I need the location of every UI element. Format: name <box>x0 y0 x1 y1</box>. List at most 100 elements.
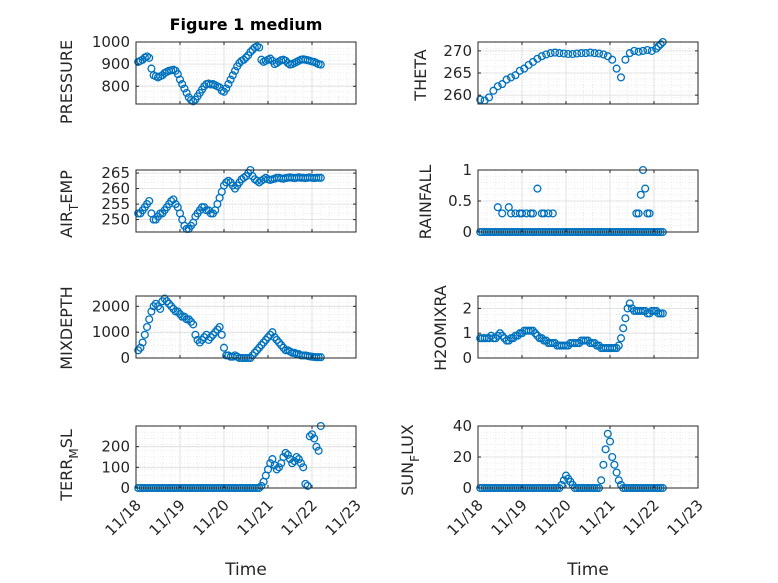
data-point-h2omixra <box>498 331 507 340</box>
data-point-theta <box>498 80 507 89</box>
x-axis-label-left: Time <box>224 560 267 580</box>
data-point-theta <box>537 52 546 61</box>
data-point-theta <box>502 75 511 84</box>
data-point-theta <box>581 49 590 58</box>
axes-sun-flux: SUNFLUX <box>398 424 422 496</box>
data-point-pressure <box>255 43 264 52</box>
axes-pressure: PRESSURE <box>57 40 76 124</box>
data-point-theta <box>590 49 599 58</box>
data-point-rainfall <box>548 209 557 218</box>
data-point-mixdepth <box>268 328 277 337</box>
data-point-h2omixra <box>621 314 630 323</box>
data-point-sun_flux <box>612 468 621 477</box>
data-point-mixdepth <box>189 320 198 329</box>
y-tick-label: 800 <box>101 77 130 95</box>
data-point-h2omixra <box>493 331 502 340</box>
data-point-theta <box>577 49 586 58</box>
data-point-theta <box>568 49 577 59</box>
axes-mixdepth: MIXDEPTH <box>57 286 76 369</box>
data-point-theta <box>506 73 516 82</box>
data-point-h2omixra <box>612 344 621 353</box>
data-point-theta <box>586 48 595 57</box>
data-point-terr_msl <box>292 452 301 462</box>
axes-frame-terr_msl <box>135 425 357 489</box>
data-point-sun_flux <box>597 476 606 485</box>
x-tick-label: 11/23 <box>664 496 707 539</box>
data-point-theta <box>638 46 648 55</box>
data-point-theta <box>634 47 643 56</box>
data-point-pressure <box>241 53 251 62</box>
data-point-theta <box>555 49 564 58</box>
data-point-mixdepth <box>147 307 156 316</box>
data-point-h2omixra <box>658 309 667 318</box>
y-tick-label: 40 <box>453 417 472 435</box>
y-axis-label-pressure: PRESSURE <box>57 40 76 124</box>
data-point-h2omixra <box>504 336 513 345</box>
data-point-h2omixra <box>533 331 542 340</box>
data-point-rainfall <box>528 209 538 218</box>
y-tick-label: 1000 <box>92 33 130 51</box>
data-point-terr_msl <box>294 455 303 464</box>
data-point-h2omixra <box>550 339 560 348</box>
data-point-h2omixra <box>614 341 623 350</box>
data-point-pressure <box>189 97 198 106</box>
y-tick-label: 900 <box>101 55 130 73</box>
data-point-rainfall <box>539 209 549 218</box>
data-point-pressure <box>142 52 152 61</box>
data-point-pressure <box>316 60 325 69</box>
data-point-pressure <box>228 71 237 80</box>
x-axis-label-right: Time <box>566 560 609 580</box>
y-tick-label: 1000 <box>92 323 130 341</box>
data-point-terr_msl <box>314 446 323 455</box>
data-point-sun_flux <box>605 437 615 446</box>
data-point-rainfall <box>645 209 654 218</box>
figure-title: Figure 1 medium <box>170 15 323 34</box>
data-point-terr_msl <box>301 479 310 488</box>
data-point-air_temp <box>316 173 325 182</box>
axes-theta: THETA <box>411 49 430 101</box>
data-point-rainfall <box>544 209 553 218</box>
data-point-mixdepth <box>217 330 226 339</box>
data-point-pressure <box>226 75 235 84</box>
y-axis-label-theta: THETA <box>411 49 430 101</box>
data-point-pressure <box>266 54 275 63</box>
data-point-h2omixra <box>513 331 522 340</box>
data-point-theta <box>559 49 568 58</box>
data-point-air_temp <box>169 195 178 204</box>
data-point-mixdepth <box>149 302 158 311</box>
data-point-theta <box>493 82 502 91</box>
data-point-terr_msl <box>299 463 308 472</box>
data-point-theta <box>608 55 617 64</box>
data-point-h2omixra <box>564 341 573 350</box>
data-point-h2omixra <box>590 339 599 348</box>
y-tick-label: 0 <box>462 223 472 241</box>
data-point-mixdepth <box>145 315 154 324</box>
y-tick-label: 100 <box>101 458 130 476</box>
data-point-rainfall <box>634 209 643 218</box>
y-tick-label: 270 <box>443 42 472 60</box>
data-point-pressure <box>246 47 255 57</box>
y-tick-label: 2000 <box>92 297 130 315</box>
data-point-theta <box>643 45 652 55</box>
x-tick-label: 11/20 <box>190 496 233 539</box>
x-tick-label: 11/22 <box>620 496 663 539</box>
plot-sun_flux: 0 20 40 11/18 11/19 11/20 11/21 11/22 11/23 <box>444 417 707 539</box>
data-point-terr_msl <box>307 430 317 439</box>
y-axis-label-h2omixra: H2OMIXRA <box>431 285 450 371</box>
data-point-h2omixra <box>509 334 518 343</box>
data-point-rainfall <box>493 203 502 212</box>
data-point-theta <box>564 49 573 59</box>
data-point-h2omixra <box>531 329 540 338</box>
y-tick-label: 0 <box>462 349 472 367</box>
data-point-pressure <box>145 53 154 62</box>
axes-frame-mixdepth <box>135 295 357 359</box>
plot-theta: 260 265 270 <box>443 37 699 105</box>
data-point-terr_msl <box>274 463 284 472</box>
data-point-theta <box>489 86 498 95</box>
axes-h2omixra: H2OMIXRA <box>431 285 450 371</box>
data-point-h2omixra <box>528 326 538 335</box>
x-tick-label: 11/18 <box>444 496 487 539</box>
data-point-mixdepth <box>184 315 193 324</box>
